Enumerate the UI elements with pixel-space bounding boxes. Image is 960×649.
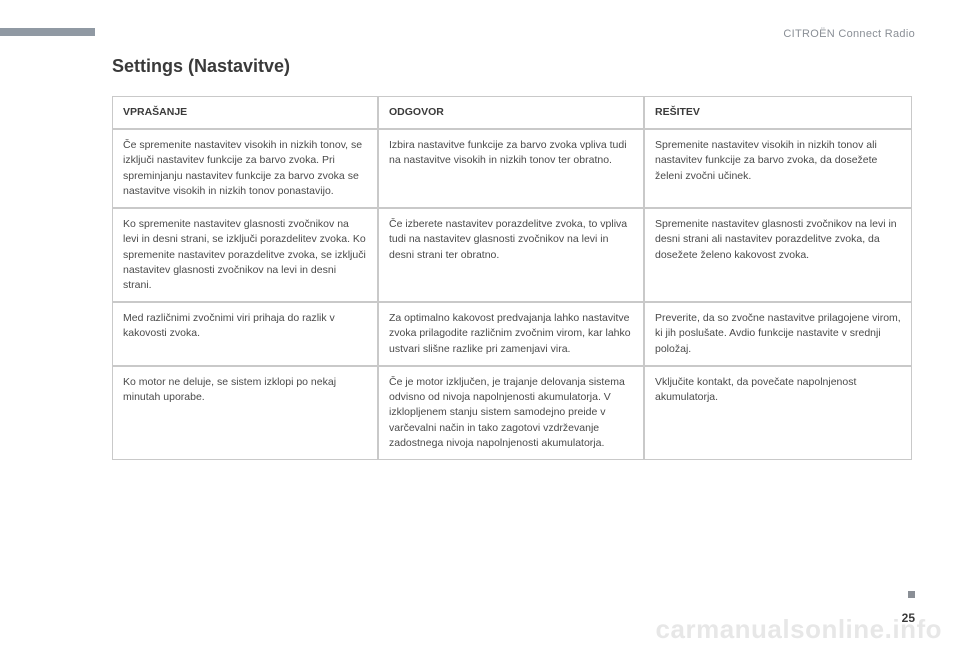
table-row: Ko motor ne deluje, se sistem izklopi po… bbox=[112, 366, 912, 460]
table-row: Če spremenite nastavitev visokih in nizk… bbox=[112, 129, 912, 208]
col-header-question: VPRAŠANJE bbox=[112, 96, 378, 129]
col-header-answer: ODGOVOR bbox=[378, 96, 644, 129]
settings-table: VPRAŠANJE ODGOVOR REŠITEV Če spremenite … bbox=[112, 96, 912, 460]
footer-dot-icon bbox=[908, 591, 915, 598]
page-title: Settings (Nastavitve) bbox=[112, 56, 290, 77]
cell-solution: Spremenite nastavitev visokih in nizkih … bbox=[644, 129, 912, 208]
cell-solution: Spremenite nastavitev glasnosti zvočniko… bbox=[644, 208, 912, 302]
cell-answer: Če izberete nastavitev porazdelitve zvok… bbox=[378, 208, 644, 302]
table-header-row: VPRAŠANJE ODGOVOR REŠITEV bbox=[112, 96, 912, 129]
cell-answer: Izbira nastavitve funkcije za barvo zvok… bbox=[378, 129, 644, 208]
breadcrumb: CITROËN Connect Radio bbox=[783, 28, 915, 40]
table-row: Ko spremenite nastavitev glasnosti zvočn… bbox=[112, 208, 912, 302]
col-header-solution: REŠITEV bbox=[644, 96, 912, 129]
cell-solution: Preverite, da so zvočne nastavitve prila… bbox=[644, 302, 912, 366]
accent-bar bbox=[0, 28, 95, 36]
cell-question: Ko spremenite nastavitev glasnosti zvočn… bbox=[112, 208, 378, 302]
cell-question: Če spremenite nastavitev visokih in nizk… bbox=[112, 129, 378, 208]
cell-question: Ko motor ne deluje, se sistem izklopi po… bbox=[112, 366, 378, 460]
cell-question: Med različnimi zvočnimi viri prihaja do … bbox=[112, 302, 378, 366]
cell-solution: Vključite kontakt, da povečate napolnjen… bbox=[644, 366, 912, 460]
cell-answer: Za optimalno kakovost predvajanja lahko … bbox=[378, 302, 644, 366]
table-row: Med različnimi zvočnimi viri prihaja do … bbox=[112, 302, 912, 366]
watermark: carmanualsonline.info bbox=[656, 614, 942, 645]
cell-answer: Če je motor izključen, je trajanje delov… bbox=[378, 366, 644, 460]
